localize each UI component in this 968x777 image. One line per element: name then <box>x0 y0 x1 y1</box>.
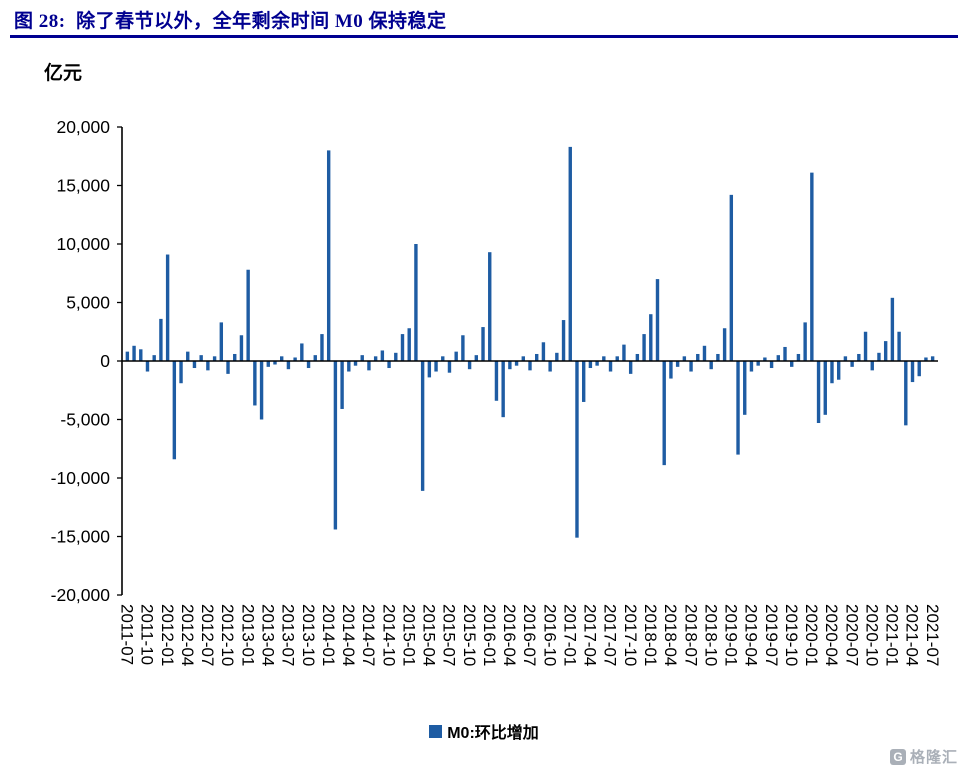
svg-text:2015-01: 2015-01 <box>399 604 418 666</box>
svg-text:2015-10: 2015-10 <box>460 604 479 666</box>
x-axis-labels: 2011-07 2011-10 2012-01 2012-04 2012-07 2012-… <box>118 604 942 666</box>
svg-text:2021-07: 2021-07 <box>923 604 942 666</box>
svg-text:2019-10: 2019-10 <box>782 604 801 666</box>
svg-text:2012-07: 2012-07 <box>198 604 217 666</box>
svg-text:5,000: 5,000 <box>66 293 110 313</box>
svg-text:2018-01: 2018-01 <box>641 604 660 666</box>
title-divider <box>10 35 958 38</box>
svg-text:2016-04: 2016-04 <box>500 604 519 666</box>
svg-text:2013-01: 2013-01 <box>238 604 257 666</box>
svg-text:2019-04: 2019-04 <box>742 604 761 666</box>
svg-text:-5,000: -5,000 <box>60 410 110 430</box>
svg-text:2020-10: 2020-10 <box>862 604 881 666</box>
svg-text:15,000: 15,000 <box>56 176 110 196</box>
svg-text:2013-07: 2013-07 <box>279 604 298 666</box>
svg-text:2012-04: 2012-04 <box>178 604 197 666</box>
gelonghui-watermark: G 格隆汇 <box>889 746 958 767</box>
svg-text:2015-07: 2015-07 <box>440 604 459 666</box>
svg-text:2014-01: 2014-01 <box>319 604 338 666</box>
y-axis-labels: 20,000 15,000 10,000 5,000 0 -5,000 -10,000 -15… <box>51 117 122 605</box>
svg-text:2014-04: 2014-04 <box>339 604 358 666</box>
svg-text:2012-10: 2012-10 <box>218 604 237 666</box>
svg-text:2016-01: 2016-01 <box>480 604 499 666</box>
figure-title: 图 28: 除了春节以外，全年剩余时间 M0 保持稳定 <box>14 11 447 32</box>
gelonghui-logo-icon: G <box>889 748 906 765</box>
svg-text:2017-04: 2017-04 <box>581 604 600 666</box>
svg-text:-15,000: -15,000 <box>51 527 111 547</box>
svg-text:2015-04: 2015-04 <box>420 604 439 666</box>
svg-text:20,000: 20,000 <box>56 117 110 137</box>
svg-text:2017-01: 2017-01 <box>560 604 579 666</box>
svg-text:2016-07: 2016-07 <box>520 604 539 666</box>
svg-text:10,000: 10,000 <box>56 234 110 254</box>
svg-text:2019-07: 2019-07 <box>762 604 781 666</box>
svg-text:2021-01: 2021-01 <box>883 604 902 666</box>
bar-series <box>125 146 935 538</box>
m0-bar-chart: 20,000 15,000 10,000 5,000 0 -5,000 -10,000 -15… <box>51 117 942 666</box>
svg-text:2020-01: 2020-01 <box>802 604 821 666</box>
svg-text:2011-10: 2011-10 <box>138 604 157 665</box>
legend-label: M0:环比增加 <box>447 725 539 742</box>
svg-text:2020-07: 2020-07 <box>842 604 861 666</box>
svg-text:2013-04: 2013-04 <box>258 604 277 666</box>
svg-text:2013-10: 2013-10 <box>299 604 318 666</box>
svg-text:2019-01: 2019-01 <box>722 604 741 666</box>
svg-text:2018-10: 2018-10 <box>701 604 720 666</box>
svg-text:2018-04: 2018-04 <box>661 604 680 666</box>
svg-text:0: 0 <box>100 351 110 371</box>
svg-text:2011-07: 2011-07 <box>118 604 137 665</box>
svg-text:-20,000: -20,000 <box>51 585 111 605</box>
y-axis-unit-label: 亿元 <box>44 63 83 84</box>
legend-swatch <box>429 724 443 738</box>
watermark-text: 格隆汇 <box>909 749 958 766</box>
svg-text:2014-10: 2014-10 <box>379 604 398 666</box>
svg-text:2016-10: 2016-10 <box>540 604 559 666</box>
svg-text:2018-07: 2018-07 <box>681 604 700 666</box>
svg-text:2012-01: 2012-01 <box>158 604 177 666</box>
svg-text:2017-07: 2017-07 <box>601 604 620 666</box>
svg-text:2020-04: 2020-04 <box>822 604 841 666</box>
svg-text:2021-04: 2021-04 <box>903 604 922 666</box>
chart-legend: M0:环比增加 <box>0 719 968 743</box>
svg-text:-10,000: -10,000 <box>51 468 111 488</box>
svg-text:2014-07: 2014-07 <box>359 604 378 666</box>
svg-text:2017-10: 2017-10 <box>621 604 640 666</box>
